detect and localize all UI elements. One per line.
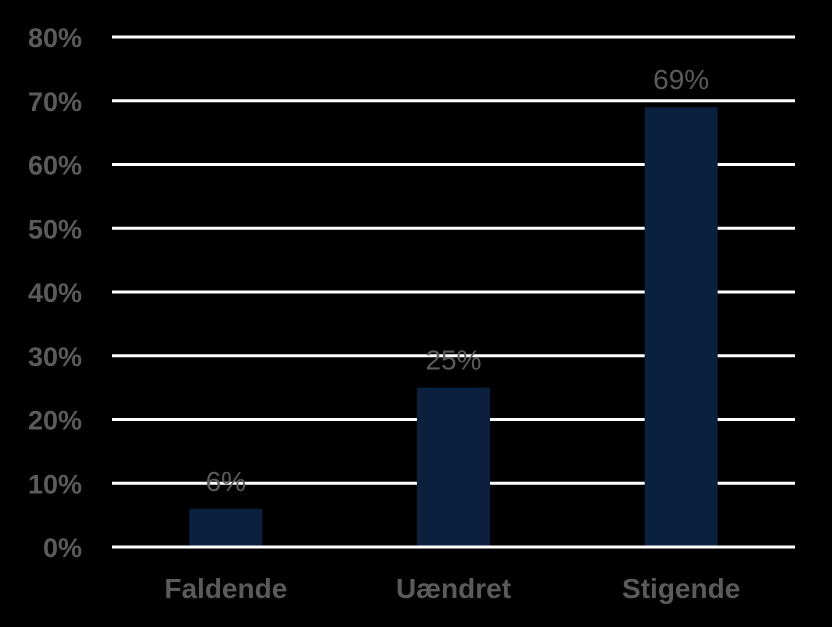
y-tick-label: 50% xyxy=(28,214,82,244)
x-category-label: Uændret xyxy=(396,573,511,604)
y-tick-label: 10% xyxy=(28,469,82,499)
gridlines xyxy=(112,35,795,549)
y-tick-label: 60% xyxy=(28,151,82,181)
data-labels: 6% 25% 69% xyxy=(206,64,710,497)
bars xyxy=(112,107,795,549)
y-tick-label: 30% xyxy=(28,342,82,372)
data-label: 25% xyxy=(425,345,481,376)
bar-stigende xyxy=(644,107,718,547)
y-tick-label: 0% xyxy=(43,533,82,563)
y-tick-label: 40% xyxy=(28,278,82,308)
y-tick-label: 70% xyxy=(28,87,82,117)
x-category-label: Faldende xyxy=(164,573,287,604)
x-category-label: Stigende xyxy=(622,573,740,604)
data-label: 6% xyxy=(206,466,246,497)
y-axis-tick-labels: 0% 10% 20% 30% 40% 50% 60% 70% 80% xyxy=(28,23,82,563)
y-tick-label: 20% xyxy=(28,406,82,436)
y-tick-label: 80% xyxy=(28,23,82,53)
data-label: 69% xyxy=(653,64,709,95)
bar-uændret xyxy=(417,387,490,547)
bar-faldende xyxy=(189,508,263,547)
x-axis-category-labels: Faldende Uændret Stigende xyxy=(164,573,740,604)
